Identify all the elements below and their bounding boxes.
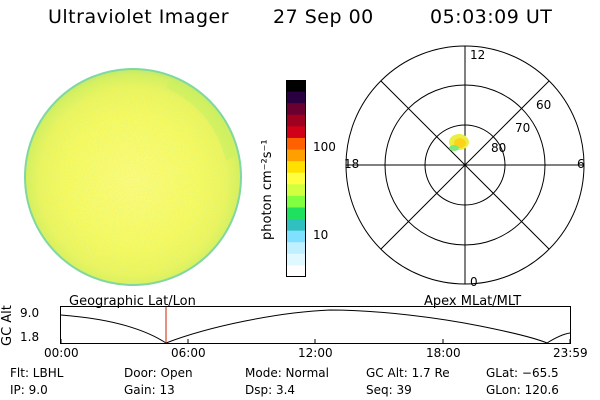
colorbar-unit-label: photon cm⁻²s⁻¹ [260,139,275,240]
mlat-70-label: 70 [515,121,530,135]
ytick-1-8: 1.8 [20,330,40,344]
colorbar-stripe [286,207,306,220]
mlat-80-label: 80 [491,141,506,155]
colorbar-stripe [286,137,306,151]
glon-info: GLon: 120.6 [486,383,559,397]
colorbar-stripe [286,149,306,162]
colorbar-stripe [286,184,306,197]
seq-info: Seq: 39 [366,383,412,397]
mlt-6-label: 6 [577,157,585,171]
date-label: 27 Sep 00 [273,6,374,28]
filter-info: Flt: LBHL [10,366,64,380]
colorbar-stripe [286,103,306,116]
colorbar-stripe [286,242,306,255]
gc-alt-axis-label: GC Alt [0,305,15,346]
xtick-1800: 18:00 [426,346,461,360]
gc-alt-info: GC Alt: 1.7 Re [366,366,450,380]
ytick-9: 9.0 [20,306,40,320]
colorbar-stripe [286,219,306,232]
altitude-plot [60,306,571,344]
colorbar-stripe [286,91,306,104]
colorbar-stripe [286,172,306,185]
colorbar-stripe [286,230,306,243]
colorbar-stripe [286,195,306,209]
earth-disk-image [24,68,242,286]
dsp-info: Dsp: 3.4 [245,383,296,397]
door-info: Door: Open [124,366,193,380]
mlt-12-label: 12 [470,48,485,62]
mlt-0-label: 0 [470,275,478,288]
colorbar [286,80,306,278]
glat-info: GLat: −65.5 [486,366,559,380]
polar-plot: 12 0 18 6 60 70 80 [344,45,585,288]
colorbar-stripe [286,161,306,174]
colorbar-stripe [286,126,306,139]
ip-info: IP: 9.0 [10,383,48,397]
colorbar-tick-10: 10 [313,228,329,242]
xtick-0000: 00:00 [44,346,79,360]
xtick-0600: 06:00 [171,346,206,360]
mlat-60-label: 60 [536,98,551,112]
instrument-title: Ultraviolet Imager [48,6,230,28]
colorbar-stripe [286,80,306,93]
apex-title: Apex MLat/MLT [424,294,522,309]
xtick-1200: 12:00 [298,346,333,360]
colorbar-stripe [286,114,306,127]
colorbar-tick-100: 100 [313,140,336,154]
colorbar-border [286,80,306,277]
xtick-2359: 23:59 [553,346,588,360]
mlt-18-label: 18 [344,157,359,171]
gain-info: Gain: 13 [124,383,175,397]
mode-info: Mode: Normal [245,366,329,380]
geographic-title: Geographic Lat/Lon [69,294,196,309]
colorbar-stripe [286,253,306,267]
time-label: 05:03:09 UT [430,6,553,28]
colorbar-stripe [286,265,306,278]
